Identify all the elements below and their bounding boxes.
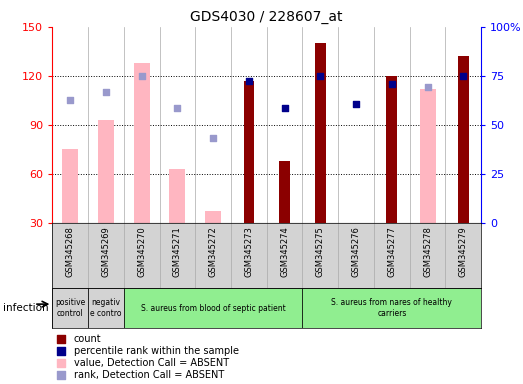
Text: GSM345276: GSM345276 <box>351 226 360 277</box>
Text: GSM345277: GSM345277 <box>388 226 396 277</box>
Point <box>66 97 74 103</box>
Text: percentile rank within the sample: percentile rank within the sample <box>74 346 238 356</box>
Bar <box>419 89 436 223</box>
Bar <box>133 63 150 223</box>
Point <box>209 135 218 141</box>
Bar <box>124 288 302 328</box>
Point <box>245 78 253 84</box>
Bar <box>98 120 114 223</box>
Text: S. aureus from nares of healthy
carriers: S. aureus from nares of healthy carriers <box>332 298 452 318</box>
Text: GSM345274: GSM345274 <box>280 226 289 277</box>
Text: GSM345271: GSM345271 <box>173 226 182 277</box>
Point <box>173 106 181 112</box>
Text: GSM345273: GSM345273 <box>244 226 253 277</box>
Bar <box>62 149 78 223</box>
Point <box>352 101 360 107</box>
Text: value, Detection Call = ABSENT: value, Detection Call = ABSENT <box>74 358 229 368</box>
Bar <box>205 211 221 223</box>
Point <box>101 89 110 95</box>
Bar <box>169 169 186 223</box>
Bar <box>88 288 124 328</box>
Text: rank, Detection Call = ABSENT: rank, Detection Call = ABSENT <box>74 370 224 381</box>
Bar <box>52 288 88 328</box>
Text: S. aureus from blood of septic patient: S. aureus from blood of septic patient <box>141 304 286 313</box>
Text: GSM345278: GSM345278 <box>423 226 432 277</box>
Title: GDS4030 / 228607_at: GDS4030 / 228607_at <box>190 10 343 25</box>
Point <box>340 310 349 316</box>
Text: GSM345269: GSM345269 <box>101 226 110 277</box>
Bar <box>279 161 290 223</box>
Bar <box>386 76 397 223</box>
Text: count: count <box>74 334 101 344</box>
Text: GSM345279: GSM345279 <box>459 226 468 277</box>
Point <box>340 91 349 98</box>
Point <box>424 84 432 90</box>
Bar <box>244 81 254 223</box>
Point <box>388 81 396 87</box>
Text: GSM345275: GSM345275 <box>316 226 325 277</box>
Point <box>280 106 289 112</box>
Bar <box>458 56 469 223</box>
Bar <box>315 43 326 223</box>
Point <box>316 73 324 79</box>
Text: GSM345268: GSM345268 <box>66 226 75 277</box>
Bar <box>302 288 481 328</box>
Point <box>459 73 468 79</box>
Text: positive
control: positive control <box>55 298 85 318</box>
Text: GSM345272: GSM345272 <box>209 226 218 277</box>
Point <box>340 200 349 207</box>
Point <box>138 73 146 79</box>
Text: GSM345270: GSM345270 <box>137 226 146 277</box>
Text: negativ
e contro: negativ e contro <box>90 298 122 318</box>
Text: infection: infection <box>3 303 48 313</box>
